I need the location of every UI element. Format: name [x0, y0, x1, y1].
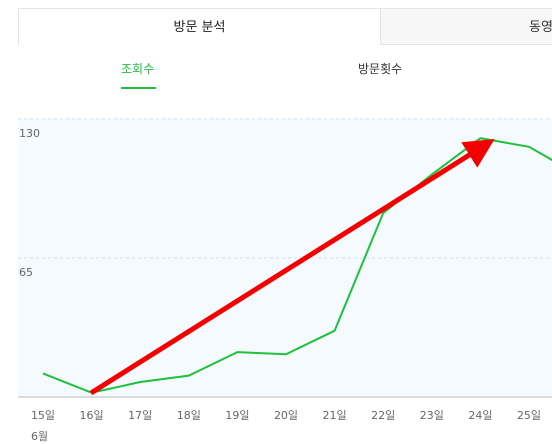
subtab[interactable]: 조회수 [121, 62, 155, 76]
annotation-arrow [89, 139, 495, 396]
x-tick-label: 24일 [468, 408, 492, 422]
month-label: 6월 [31, 430, 48, 443]
tab[interactable]: 동영 [380, 8, 552, 45]
x-tick-label: 18일 [177, 408, 201, 422]
x-tick-label: 22일 [371, 408, 395, 422]
x-tick-label: 19일 [225, 408, 249, 422]
x-tick-label: 20일 [274, 408, 298, 422]
y-tick-label: 65 [19, 266, 33, 279]
x-tick-label: 17일 [128, 408, 152, 422]
x-tick-label: 23일 [420, 408, 444, 422]
x-tick-label: 25일 [517, 408, 541, 422]
subtab[interactable]: 방문횟수 [358, 62, 403, 76]
x-tick-label: 15일 [31, 408, 55, 422]
tab[interactable]: 방문 분석 [18, 8, 381, 45]
y-tick-label: 130 [19, 127, 40, 140]
subtab-underline [121, 87, 156, 89]
x-tick-label: 16일 [80, 408, 104, 422]
x-tick-label: 21일 [323, 408, 347, 422]
